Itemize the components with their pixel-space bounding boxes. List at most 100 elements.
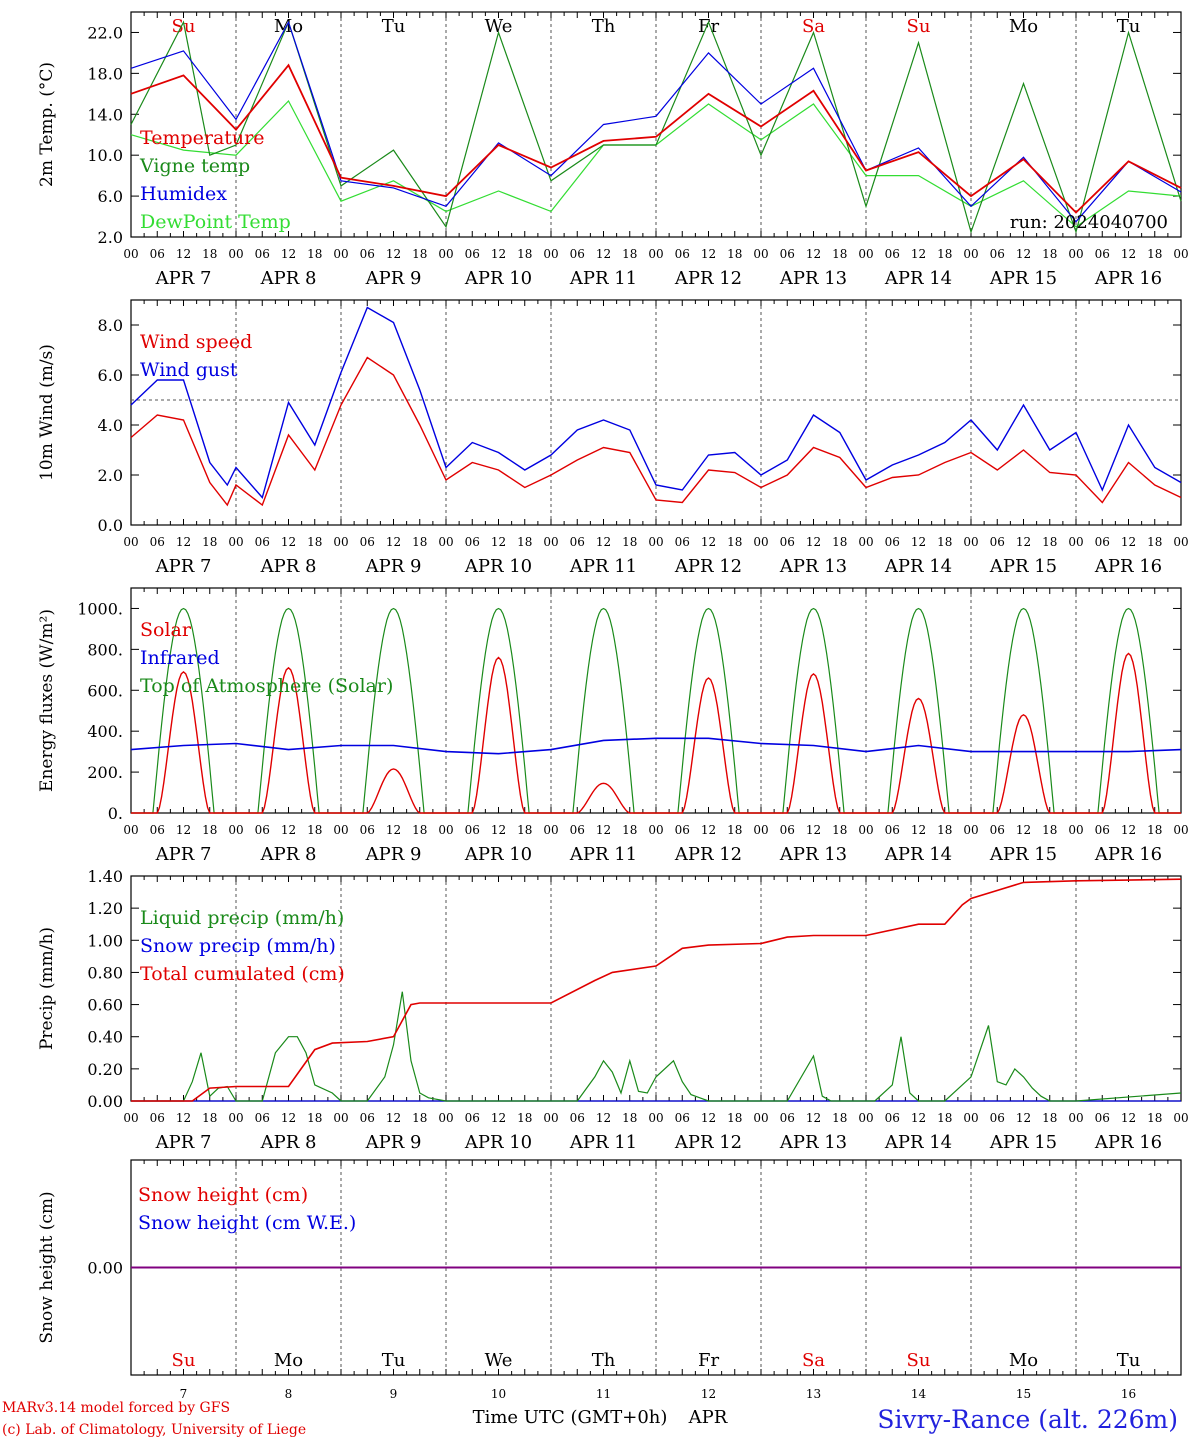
hour-tick-label: 06 xyxy=(360,535,375,549)
hour-tick-label: 00 xyxy=(123,823,138,837)
station-title: Sivry-Rance (alt. 226m) xyxy=(877,1405,1178,1434)
hour-tick-label: 06 xyxy=(465,247,480,261)
y-tick-label: 1000. xyxy=(77,599,123,618)
hour-tick-label: 00 xyxy=(1173,823,1188,837)
hour-tick-label: 06 xyxy=(780,247,795,261)
y-tick-label: 0.0 xyxy=(98,516,123,535)
hour-tick-label: 06 xyxy=(570,823,585,837)
hour-tick-label: 06 xyxy=(255,247,270,261)
hour-tick-label: 12 xyxy=(701,823,716,837)
legend-entry: Liquid precip (mm/h) xyxy=(140,907,344,929)
y-tick-label: 18.0 xyxy=(87,64,123,83)
hour-tick-label: 00 xyxy=(858,535,873,549)
date-label: APR 14 xyxy=(884,268,952,289)
legend-entry: Total cumulated (cm) xyxy=(140,963,345,985)
hour-tick-label: 06 xyxy=(1095,247,1110,261)
series-line-liquid-precip xyxy=(131,991,1182,1102)
hour-tick-label: 18 xyxy=(727,247,742,261)
date-label: APR 15 xyxy=(989,844,1057,865)
hour-tick-label: 12 xyxy=(491,823,506,837)
hour-tick-label: 12 xyxy=(1016,823,1031,837)
hour-tick-label: 00 xyxy=(333,823,348,837)
hour-tick-label: 00 xyxy=(648,823,663,837)
hour-tick-label: 18 xyxy=(832,535,847,549)
y-tick-label: 0.20 xyxy=(87,1060,123,1079)
day-name-label: Mo xyxy=(1009,16,1038,37)
panel-0-frame: 2.0 6.0 10.0 14.0 18.0 22.0 2m Temp. (°C) 00 06 1… xyxy=(37,11,1189,289)
day-number-label: 8 xyxy=(285,1387,293,1401)
y-tick-label: 0.80 xyxy=(87,963,123,982)
hour-tick-label: 18 xyxy=(517,823,532,837)
date-label: APR 10 xyxy=(464,844,532,865)
hour-tick-label: 12 xyxy=(491,1111,506,1125)
hour-tick-label: 06 xyxy=(990,1111,1005,1125)
y-tick-label: 800. xyxy=(87,640,123,659)
date-label: APR 14 xyxy=(884,556,952,577)
hour-tick-label: 12 xyxy=(281,1111,296,1125)
date-label: APR 16 xyxy=(1094,268,1162,289)
hour-tick-label: 18 xyxy=(517,1111,532,1125)
day-name-label: We xyxy=(485,1350,513,1371)
y-tick-label: 10.0 xyxy=(87,146,123,165)
day-name-label: Tu xyxy=(382,16,406,37)
hour-tick-label: 12 xyxy=(491,535,506,549)
hour-tick-label: 18 xyxy=(1042,823,1057,837)
hour-tick-label: 18 xyxy=(202,823,217,837)
date-label: APR 12 xyxy=(674,268,742,289)
hour-tick-label: 00 xyxy=(543,1111,558,1125)
hour-tick-label: 12 xyxy=(806,823,821,837)
hour-tick-label: 06 xyxy=(465,535,480,549)
hour-tick-label: 00 xyxy=(753,535,768,549)
day-number-label: 10 xyxy=(491,1387,506,1401)
hour-tick-label: 12 xyxy=(386,1111,401,1125)
date-label: APR 13 xyxy=(779,844,847,865)
legend-entry: DewPoint Temp xyxy=(140,211,291,233)
date-label: APR 9 xyxy=(365,844,422,865)
legend-entry: Wind gust xyxy=(140,359,238,381)
hour-tick-label: 06 xyxy=(150,1111,165,1125)
hour-tick-label: 06 xyxy=(780,823,795,837)
hour-tick-label: 06 xyxy=(1095,535,1110,549)
legend-entry: Wind speed xyxy=(140,331,252,353)
hour-tick-label: 06 xyxy=(780,1111,795,1125)
hour-tick-label: 18 xyxy=(412,247,427,261)
hour-tick-label: 12 xyxy=(386,535,401,549)
y-tick-label: 14.0 xyxy=(87,105,123,124)
hour-tick-label: 06 xyxy=(150,823,165,837)
hour-tick-label: 12 xyxy=(176,823,191,837)
date-label: APR 11 xyxy=(569,1132,637,1153)
date-label: APR 16 xyxy=(1094,1132,1162,1153)
hour-tick-label: 06 xyxy=(885,1111,900,1125)
y-tick-label: 6.0 xyxy=(98,366,123,385)
hour-tick-label: 00 xyxy=(753,1111,768,1125)
hour-tick-label: 00 xyxy=(1068,1111,1083,1125)
hour-tick-label: 12 xyxy=(701,247,716,261)
hour-tick-label: 12 xyxy=(176,1111,191,1125)
hour-tick-label: 06 xyxy=(1095,1111,1110,1125)
hour-tick-label: 06 xyxy=(465,823,480,837)
hour-tick-label: 00 xyxy=(333,1111,348,1125)
hour-tick-label: 00 xyxy=(438,247,453,261)
date-label: APR 12 xyxy=(674,556,742,577)
date-label: APR 8 xyxy=(260,556,317,577)
hour-tick-label: 18 xyxy=(622,535,637,549)
series-line-humidex xyxy=(130,20,1182,223)
legend-entry: Top of Atmosphere (Solar) xyxy=(140,675,393,697)
date-label: APR 7 xyxy=(155,556,212,577)
hour-tick-label: 18 xyxy=(727,535,742,549)
hour-tick-label: 06 xyxy=(570,247,585,261)
hour-tick-label: 00 xyxy=(438,1111,453,1125)
hour-tick-label: 00 xyxy=(543,823,558,837)
hour-tick-label: 06 xyxy=(780,535,795,549)
hour-tick-label: 12 xyxy=(596,247,611,261)
panel-border xyxy=(130,587,1182,814)
date-label: APR 7 xyxy=(155,1132,212,1153)
hour-tick-label: 12 xyxy=(806,535,821,549)
legend-entry: Temperature xyxy=(140,127,264,149)
hour-tick-label: 00 xyxy=(438,535,453,549)
date-label: APR 15 xyxy=(989,1132,1057,1153)
hour-tick-label: 12 xyxy=(281,247,296,261)
day-number-label: 12 xyxy=(701,1387,716,1401)
hour-tick-label: 18 xyxy=(1042,247,1057,261)
